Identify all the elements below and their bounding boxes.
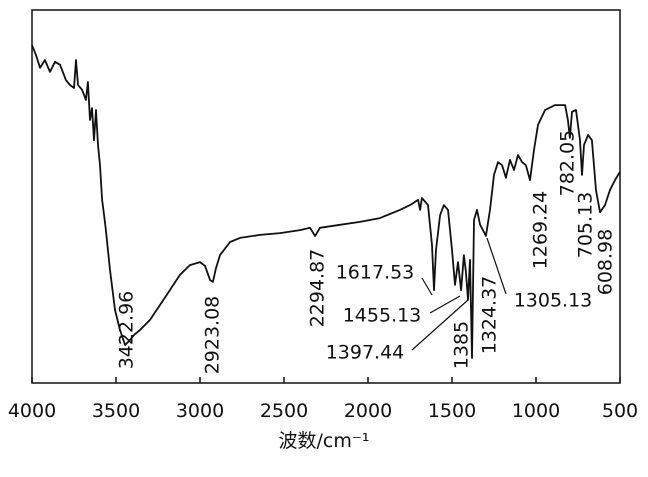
x-tick-label: 1500 <box>428 400 476 422</box>
leader-line <box>411 299 469 351</box>
leader-line <box>429 295 461 314</box>
peak-label: 705.13 <box>575 192 597 258</box>
plot-frame <box>31 9 621 384</box>
peak-label: 782.05 <box>557 130 579 196</box>
x-tick-label: 1000 <box>512 400 560 422</box>
x-tick-label: 4000 <box>8 400 56 422</box>
leader-line <box>486 237 507 295</box>
peak-label: 2923.08 <box>202 296 224 375</box>
peak-label: 1324.37 <box>479 276 501 355</box>
peak-label: 1455.13 <box>343 305 422 327</box>
leader-line <box>421 277 433 296</box>
peak-label: 1617.53 <box>336 262 415 284</box>
peak-label: 2294.87 <box>307 249 329 328</box>
peak-label: 1397.44 <box>326 342 405 364</box>
x-tick-label: 2000 <box>344 400 392 422</box>
x-axis-label: 波数/cm⁻¹ <box>278 430 369 452</box>
x-tick-label: 2500 <box>260 400 308 422</box>
peak-label: 1269.24 <box>530 191 552 270</box>
x-tick-label: 3500 <box>92 400 140 422</box>
peak-label: 1385 <box>451 321 473 369</box>
x-tick-label: 500 <box>602 400 638 422</box>
peak-label: 1305.13 <box>514 290 593 312</box>
peak-label: 3422.96 <box>116 291 138 370</box>
x-tick-label: 3000 <box>176 400 224 422</box>
peak-label: 608.98 <box>595 229 617 295</box>
spectrum-line <box>31 44 621 359</box>
